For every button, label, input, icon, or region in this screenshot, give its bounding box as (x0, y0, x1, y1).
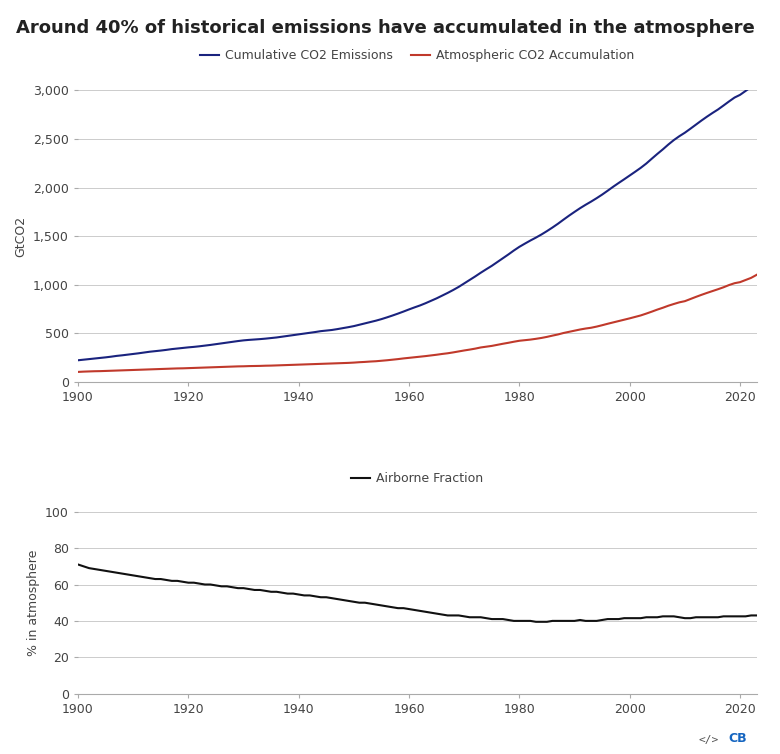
Text: </>: </> (698, 735, 718, 745)
Legend: Airborne Fraction: Airborne Fraction (346, 467, 488, 490)
Y-axis label: % in atmosphere: % in atmosphere (27, 550, 40, 656)
Legend: Cumulative CO2 Emissions, Atmospheric CO2 Accumulation: Cumulative CO2 Emissions, Atmospheric CO… (195, 44, 640, 67)
Text: CB: CB (729, 732, 747, 745)
Text: Around 40% of historical emissions have accumulated in the atmosphere: Around 40% of historical emissions have … (16, 19, 754, 37)
Y-axis label: GtCO2: GtCO2 (15, 216, 27, 256)
